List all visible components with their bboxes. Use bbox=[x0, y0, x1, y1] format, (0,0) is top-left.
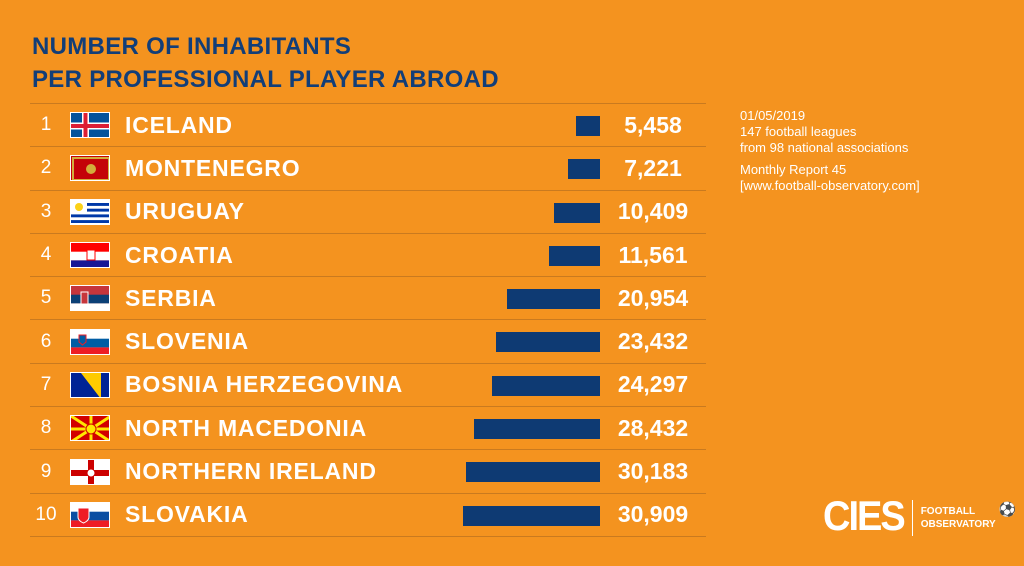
montenegro-flag-icon bbox=[70, 155, 110, 182]
north-macedonia-flag-icon bbox=[70, 415, 110, 442]
table-row: 7 BOSNIA HERZEGOVINA 24,297 bbox=[30, 364, 706, 408]
bar bbox=[507, 289, 600, 310]
value-label: 30,183 bbox=[617, 458, 689, 485]
slovenia-flag-icon bbox=[70, 328, 110, 355]
country-label: SLOVENIA bbox=[125, 328, 249, 355]
bar bbox=[575, 116, 600, 136]
ranking-table: 1 ICELAND 5,458 2 MONTENEGRO 7,221 3 URUGU… bbox=[30, 103, 706, 537]
country-label: CROATIA bbox=[125, 241, 234, 268]
title-line-1: NUMBER OF INHABITANTS bbox=[32, 33, 352, 60]
table-row: 3 URUGUAY 10,409 bbox=[30, 191, 706, 234]
iceland-flag-icon bbox=[70, 112, 110, 139]
country-label: NORTHERN IRELAND bbox=[125, 458, 377, 485]
logo-divider bbox=[911, 499, 913, 536]
value-label: 7,221 bbox=[624, 154, 682, 181]
country-label: SLOVAKIA bbox=[125, 501, 249, 528]
country-label: ICELAND bbox=[125, 111, 233, 138]
date: 01/05/2019 bbox=[740, 108, 806, 123]
rank-label: 8 bbox=[40, 417, 52, 439]
country-label: BOSNIA HERZEGOVINA bbox=[125, 371, 404, 398]
table-row: 1 ICELAND 5,458 bbox=[30, 104, 706, 148]
rank-label: 4 bbox=[40, 244, 52, 266]
bar bbox=[463, 505, 600, 526]
bar bbox=[473, 419, 600, 440]
rank-label: 6 bbox=[40, 330, 52, 352]
country-label: NORTH MACEDONIA bbox=[125, 414, 367, 441]
rank-label: 1 bbox=[40, 114, 52, 136]
table-row: 4 CROATIA 11,561 bbox=[30, 234, 706, 278]
table-row: 6 SLOVENIA 23,432 bbox=[30, 320, 706, 364]
country-label: SERBIA bbox=[125, 284, 217, 311]
bar bbox=[548, 245, 600, 266]
rank-label: 3 bbox=[40, 200, 52, 222]
bar bbox=[553, 202, 600, 223]
rank-label: 5 bbox=[40, 287, 52, 309]
table-row: 5 SERBIA 20,954 bbox=[30, 277, 706, 321]
country-label: MONTENEGRO bbox=[125, 154, 301, 181]
rank-label: 10 bbox=[35, 503, 57, 525]
value-label: 20,954 bbox=[617, 284, 689, 311]
bar bbox=[496, 332, 600, 353]
leagues-note: 147 football leagues bbox=[740, 124, 857, 139]
chart-title: NUMBER OF INHABITANTS PER PROFESSIONAL P… bbox=[32, 30, 499, 96]
title-line-2: PER PROFESSIONAL PLAYER ABROAD bbox=[32, 66, 499, 93]
northern-ireland-flag-icon bbox=[70, 458, 110, 485]
slovakia-flag-icon bbox=[70, 501, 110, 528]
value-label: 10,409 bbox=[617, 198, 689, 225]
bar bbox=[567, 159, 600, 180]
value-label: 28,432 bbox=[617, 414, 689, 441]
rank-label: 7 bbox=[40, 373, 52, 395]
rank-label: 2 bbox=[40, 157, 52, 179]
table-row: 8 NORTH MACEDONIA 28,432 bbox=[30, 407, 706, 451]
report-note: Monthly Report 45 bbox=[740, 162, 847, 177]
bosnia-flag-icon bbox=[70, 371, 110, 398]
uruguay-flag-icon bbox=[70, 198, 110, 225]
associations-note: from 98 national associations bbox=[740, 140, 909, 155]
website-link[interactable]: [www.football-observatory.com] bbox=[740, 178, 920, 193]
bar bbox=[492, 375, 600, 396]
logo-line-1: FOOTBALL bbox=[920, 505, 976, 517]
source-notes: 01/05/2019 147 football leagues from 98 … bbox=[740, 108, 920, 194]
value-label: 11,561 bbox=[618, 241, 688, 268]
logo-line-2: OBSERVATORY bbox=[920, 518, 996, 530]
table-row: 9 NORTHERN IRELAND 30,183 bbox=[30, 450, 706, 494]
logo-brand: CIES bbox=[823, 493, 906, 541]
value-label: 23,432 bbox=[617, 328, 689, 355]
croatia-flag-icon bbox=[70, 242, 110, 269]
value-label: 24,297 bbox=[617, 371, 689, 398]
football-icon: ⚽ bbox=[998, 501, 1017, 517]
value-label: 30,909 bbox=[617, 501, 689, 528]
country-label: URUGUAY bbox=[125, 198, 245, 225]
rank-label: 9 bbox=[40, 460, 52, 482]
table-row: 2 MONTENEGRO 7,221 bbox=[30, 147, 706, 191]
serbia-flag-icon bbox=[70, 285, 110, 312]
cies-logo: CIES FOOTBALL OBSERVATORY ⚽ bbox=[823, 493, 1017, 541]
bar bbox=[466, 462, 600, 483]
table-row: 10 SLOVAKIA 30,909 bbox=[30, 494, 706, 537]
value-label: 5,458 bbox=[624, 111, 682, 138]
